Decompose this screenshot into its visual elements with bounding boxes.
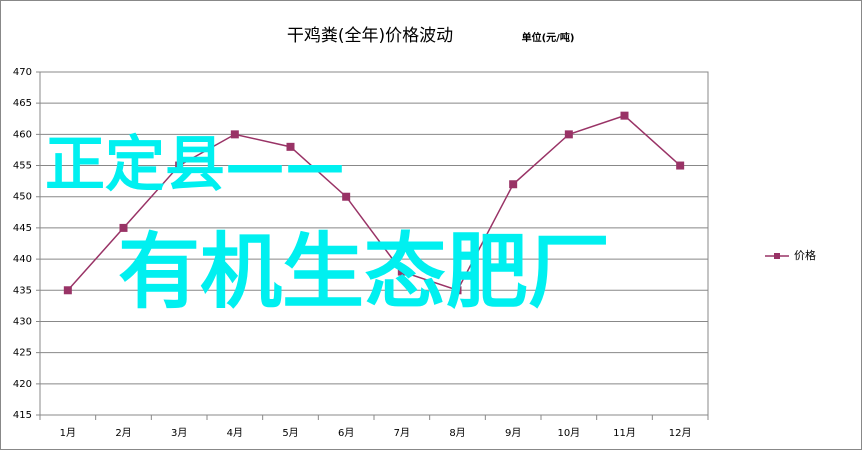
overlay-text: 有机生态肥厂 xyxy=(118,225,610,320)
y-tick-label: 440 xyxy=(13,254,32,265)
x-tick-label: 1月 xyxy=(60,427,76,439)
marker xyxy=(63,286,72,295)
line xyxy=(67,114,681,292)
chart-subtitle: 单位(元/吨) xyxy=(522,31,575,44)
marker xyxy=(620,111,629,120)
marker xyxy=(342,192,351,201)
marker xyxy=(397,267,406,276)
marker xyxy=(175,161,184,170)
marker xyxy=(453,286,462,295)
y-tick-label: 435 xyxy=(13,285,32,296)
x-tick-label: 4月 xyxy=(227,427,243,439)
marker xyxy=(119,223,128,232)
y-tick-label: 455 xyxy=(13,161,32,172)
marker xyxy=(230,130,239,139)
x-tick-label: 2月 xyxy=(115,427,131,439)
overlay-text: 正定县—— xyxy=(45,130,345,200)
x-tick-label: 7月 xyxy=(394,427,410,439)
y-tick-label: 420 xyxy=(13,379,32,390)
x-tick-label: 12月 xyxy=(669,427,692,439)
x-tick-label: 5月 xyxy=(282,427,298,439)
y-tick-label: 465 xyxy=(13,98,32,109)
y-tick-label: 430 xyxy=(13,316,32,327)
y-tick-label: 470 xyxy=(13,67,32,78)
x-tick-label: 3月 xyxy=(171,427,187,439)
y-tick-label: 460 xyxy=(13,129,32,140)
y-tick-label: 445 xyxy=(13,223,32,234)
legend-label: 价格 xyxy=(794,248,816,262)
x-tick-label: 6月 xyxy=(338,427,354,439)
y-tick-label: 425 xyxy=(13,348,32,359)
x-tick-label: 9月 xyxy=(505,427,521,439)
marker xyxy=(509,180,518,189)
y-tick-label: 415 xyxy=(13,410,32,421)
marker xyxy=(286,142,295,151)
plot-area xyxy=(39,71,709,416)
legend-marker xyxy=(774,253,780,259)
chart-title: 干鸡粪(全年)价格波动 xyxy=(287,26,453,46)
x-tick-label: 11月 xyxy=(613,427,636,439)
marker xyxy=(564,130,573,139)
x-tick-label: 10月 xyxy=(557,427,580,439)
marker xyxy=(676,161,685,170)
x-tick-label: 8月 xyxy=(449,427,465,439)
y-tick-label: 450 xyxy=(13,192,32,203)
